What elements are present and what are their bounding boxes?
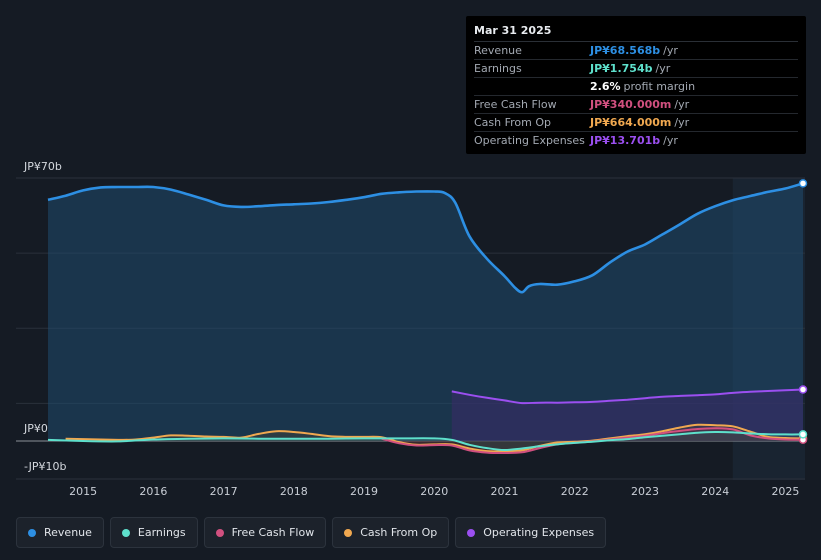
earnings-area: [48, 431, 803, 451]
tooltip-row: Free Cash Flow JP¥340.000m/yr: [474, 96, 798, 114]
y-axis-label-zero: JP¥0: [23, 422, 48, 435]
x-tick-label: 2021: [491, 485, 519, 498]
tooltip-row-unit: /yr: [663, 44, 678, 57]
x-tick-label: 2015: [69, 485, 97, 498]
tooltip-row-label: Operating Expenses: [474, 134, 585, 147]
x-tick-label: 2024: [701, 485, 729, 498]
legend-label: Earnings: [137, 526, 186, 539]
series-lines: [47, 182, 804, 455]
tooltip-row-unit: /yr: [674, 98, 690, 111]
legend: Revenue Earnings Free Cash Flow Cash From O…: [16, 517, 607, 548]
legend-label: Cash From Op: [360, 526, 438, 539]
tooltip-row-unit: /yr: [674, 116, 690, 129]
legend-label: Operating Expenses: [483, 526, 595, 539]
legend-item-cash-from-op[interactable]: Cash From Op: [332, 517, 450, 548]
legend-item-revenue[interactable]: Revenue: [16, 517, 104, 548]
legend-dot-icon: [467, 528, 476, 537]
earnings-endpoint: [798, 430, 808, 439]
revenue-endpoint: [798, 179, 808, 188]
legend-dot-icon: [121, 528, 130, 537]
free-cash-flow-area: [381, 428, 803, 454]
legend-dot-icon: [344, 528, 353, 537]
tooltip-row: Earnings JP¥1.754b/yr: [474, 60, 798, 78]
tooltip-row: Cash From Op JP¥664.000m/yr: [474, 114, 798, 132]
tooltip-row-label: Revenue: [474, 44, 522, 57]
operating-expenses-endpoint: [798, 385, 808, 394]
tooltip-row-unit: /yr: [663, 134, 678, 147]
revenue-area: [48, 183, 803, 441]
x-tick-label: 2023: [631, 485, 659, 498]
x-tick-label: 2016: [139, 485, 167, 498]
tooltip-row-value: JP¥13.701b: [590, 134, 661, 147]
revenue-line: [47, 182, 804, 294]
chart-area: JP¥70b JP¥0 -JP¥10b 2015 2016 2017 2018 2019…: [16, 160, 808, 498]
tooltip-rows: Revenue JP¥68.568b/yr Earnings JP¥1.754b/yr…: [474, 42, 798, 149]
tooltip-row-label: Cash From Op: [474, 116, 552, 129]
tooltip-row: Revenue JP¥68.568b/yr: [474, 42, 798, 60]
tooltip-row-value: 2.6%: [590, 80, 621, 93]
tooltip-row-label: Earnings: [474, 62, 522, 75]
x-tick-label: 2018: [280, 485, 308, 498]
tooltip-row-value: JP¥664.000m: [590, 116, 672, 129]
tooltip-row: 2.6% profit margin: [474, 78, 798, 96]
x-tick-label: 2020: [420, 485, 448, 498]
tooltip-row-value: JP¥68.568b: [590, 44, 661, 57]
tooltip-row-label: Free Cash Flow: [474, 98, 557, 111]
legend-label: Revenue: [44, 526, 92, 539]
series-areas: [48, 183, 804, 454]
tooltip-row: Operating Expenses JP¥13.701b/yr: [474, 132, 798, 149]
tooltip-row-unit: /yr: [655, 62, 671, 75]
legend-item-operating-expenses[interactable]: Operating Expenses: [455, 517, 607, 548]
operating-expenses-line: [451, 388, 804, 405]
legend-item-earnings[interactable]: Earnings: [109, 517, 198, 548]
x-tick-label: 2022: [561, 485, 589, 498]
series-endpoints: [798, 179, 808, 444]
x-tick-label: 2017: [210, 485, 238, 498]
tooltip-row-label: [474, 78, 590, 95]
y-axis-label-bottom: -JP¥10b: [24, 460, 66, 473]
earnings-line: [47, 430, 804, 452]
x-axis-ticks: 2015 2016 2017 2018 2019 2020 2021 2022 2023 2024…: [69, 485, 799, 498]
tooltip-date: Mar 31 2025: [474, 23, 798, 42]
tooltip-row-value: JP¥340.000m: [590, 98, 672, 111]
tooltip: Mar 31 2025 Revenue JP¥68.568b/yr Earnings…: [466, 16, 806, 154]
legend-dot-icon: [215, 528, 224, 537]
x-tick-label: 2019: [350, 485, 378, 498]
tooltip-row-value: JP¥1.754b: [590, 62, 653, 75]
legend-label: Free Cash Flow: [231, 526, 315, 539]
tooltip-row-unit: profit margin: [623, 80, 696, 93]
x-tick-label: 2025: [771, 485, 799, 498]
y-axis-label-top: JP¥70b: [23, 160, 62, 173]
legend-item-free-cash-flow[interactable]: Free Cash Flow: [203, 517, 327, 548]
legend-dot-icon: [28, 528, 36, 537]
